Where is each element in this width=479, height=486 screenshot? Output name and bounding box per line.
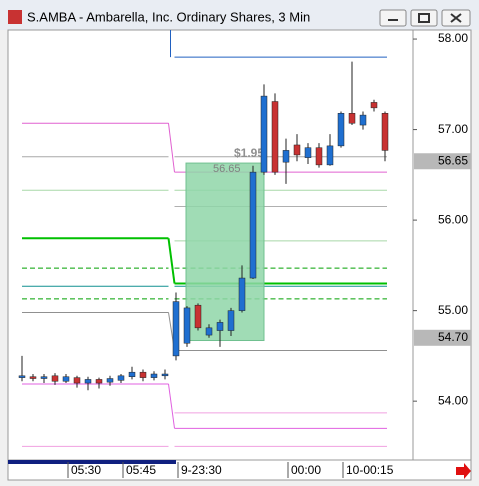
candle-body xyxy=(128,371,136,377)
candle-body xyxy=(161,373,169,377)
x-tick-label: 05:30 xyxy=(71,463,101,477)
candle-body xyxy=(194,304,202,329)
price-label-box xyxy=(414,329,471,346)
minimize-button[interactable] xyxy=(379,9,407,27)
candle-body xyxy=(95,379,103,384)
candle-body xyxy=(370,102,378,109)
session-bar xyxy=(8,460,176,464)
candle-body xyxy=(183,307,191,344)
candle-body xyxy=(260,95,268,173)
candle-body xyxy=(348,113,356,124)
candle-body xyxy=(315,147,323,166)
level-connector xyxy=(168,383,175,429)
candle-body xyxy=(84,379,92,384)
price-label-box xyxy=(414,153,471,170)
annotation: $1.95 xyxy=(234,146,264,160)
candle-body xyxy=(359,114,367,126)
candle-body xyxy=(150,373,158,378)
annotation: 56.65 xyxy=(213,163,241,175)
y-tick-label: 55.00 xyxy=(438,303,468,317)
level-connector xyxy=(168,123,175,173)
candle-body xyxy=(18,375,26,378)
candle-body xyxy=(117,375,125,381)
time-axis xyxy=(7,459,472,481)
candle-body xyxy=(106,378,114,383)
candle-body xyxy=(304,147,312,158)
candle-body xyxy=(139,371,147,378)
price-label: 56.65 xyxy=(438,153,468,167)
x-tick-label: 9-23:30 xyxy=(181,463,222,477)
candle-body xyxy=(238,277,246,311)
candle-body xyxy=(282,150,290,163)
x-tick-label: 05:45 xyxy=(126,463,156,477)
candle-body xyxy=(271,101,279,173)
candle-body xyxy=(40,376,48,379)
candle-body xyxy=(293,144,301,156)
scroll-arrow[interactable] xyxy=(456,463,471,479)
x-tick-label: 10-00:15 xyxy=(346,463,394,477)
candle-body xyxy=(62,376,70,382)
level-connector xyxy=(167,238,176,284)
y-tick-label: 57.00 xyxy=(438,122,468,136)
candle-body xyxy=(216,322,224,331)
candle-body xyxy=(73,377,81,384)
y-tick-label: 56.00 xyxy=(438,212,468,226)
candle-body xyxy=(227,310,235,331)
candle-body xyxy=(51,375,59,382)
maximize-button[interactable] xyxy=(410,9,438,27)
price-label: 54.70 xyxy=(438,330,468,344)
candle-body xyxy=(337,113,345,147)
candle-body xyxy=(249,171,257,279)
window-title: S.AMBA - Ambarella, Inc. Ordinary Shares… xyxy=(27,9,310,24)
price-axis xyxy=(412,29,472,461)
candle-body xyxy=(381,113,389,151)
close-icon xyxy=(450,13,462,23)
y-tick-label: 54.00 xyxy=(438,393,468,407)
candle-body xyxy=(29,376,37,379)
maximize-icon xyxy=(418,13,430,23)
y-tick-label: 58.00 xyxy=(438,31,468,45)
candle-body xyxy=(172,301,180,357)
candle-body xyxy=(326,145,334,166)
x-tick-label: 00:00 xyxy=(291,463,321,477)
candle-body xyxy=(205,327,213,336)
app-icon xyxy=(8,10,22,24)
